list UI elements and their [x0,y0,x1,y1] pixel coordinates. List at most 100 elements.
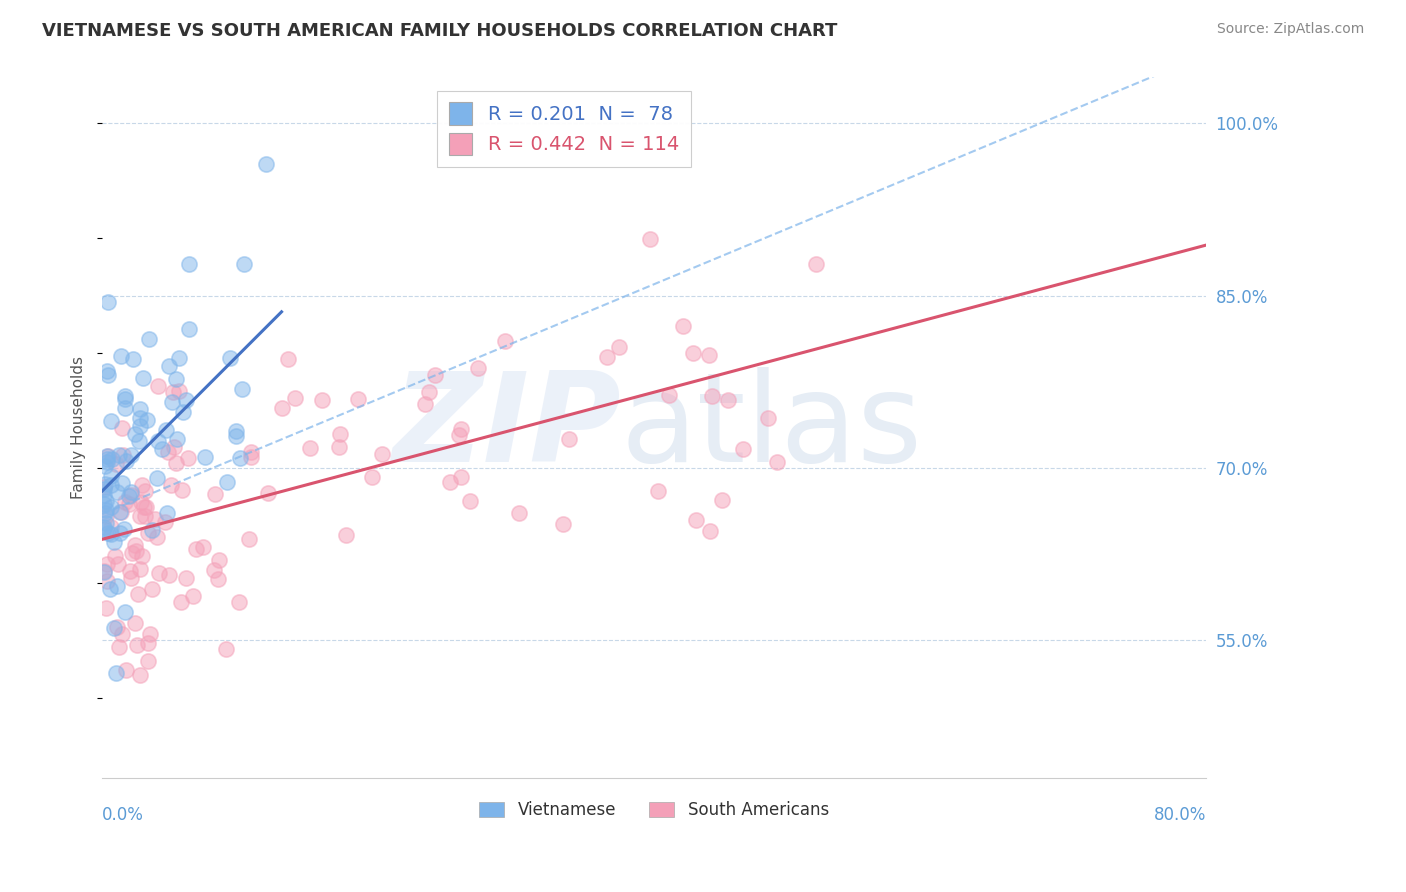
Point [128,668,150,682]
Point [96,493,118,508]
Point [160,395,183,409]
Point [146,531,169,545]
Point [257,486,280,500]
Point [682,346,704,360]
Point [460,494,482,508]
Point [94,458,117,473]
Point [157,567,180,582]
Point [121,546,143,560]
Point [508,506,530,520]
Point [271,401,294,416]
Point [100,520,122,534]
Point [131,495,153,509]
Point [202,563,225,577]
Point [93,497,115,511]
Text: VIETNAMESE VS SOUTH AMERICAN FAMILY HOUSEHOLDS CORRELATION CHART: VIETNAMESE VS SOUTH AMERICAN FAMILY HOUS… [42,22,838,40]
Point [146,471,169,485]
Point [658,388,681,402]
Point [118,488,141,502]
Point [108,505,131,519]
Point [170,595,193,609]
Point [153,515,176,529]
Point [146,434,169,448]
Point [100,414,122,428]
Point [120,571,142,585]
Point [238,532,260,546]
Legend: R = 0.201  N =  78, R = 0.442  N = 114: R = 0.201 N = 78, R = 0.442 N = 114 [437,91,690,167]
Point [120,484,142,499]
Point [240,450,263,465]
Point [423,368,446,382]
Point [225,429,247,443]
Point [167,384,190,398]
Point [114,454,136,468]
Point [105,620,128,634]
Point [118,497,141,511]
Point [229,450,252,465]
Point [139,627,162,641]
Point [110,349,132,363]
Point [105,665,128,680]
Point [100,477,122,491]
Point [110,505,132,519]
Point [717,392,740,407]
Point [165,456,187,470]
Point [100,468,122,483]
Point [114,401,136,415]
Point [97,294,120,309]
Point [96,364,118,378]
Point [141,582,163,597]
Point [231,382,253,396]
Point [100,500,122,515]
Point [299,442,322,456]
Point [114,388,136,402]
Point [138,332,160,346]
Point [111,476,134,491]
Point [125,638,148,652]
Point [129,402,152,417]
Point [179,322,201,336]
Point [710,492,733,507]
Point [494,334,516,348]
Point [131,549,153,563]
Point [96,455,118,469]
Point [731,442,754,456]
Point [804,257,827,271]
Point [120,448,142,462]
Point [114,663,136,677]
Point [177,450,200,465]
Point [107,557,129,571]
Point [371,447,394,461]
Point [174,393,197,408]
Point [208,553,231,567]
Point [110,420,132,434]
Point [450,422,472,436]
Point [129,562,152,576]
Point [108,448,131,462]
Point [449,428,471,442]
Point [129,410,152,425]
Point [240,445,263,459]
Point [165,372,187,386]
Point [96,574,118,588]
Point [155,423,177,437]
Point [141,524,163,538]
Point [125,544,148,558]
Point [156,444,179,458]
Point [166,433,188,447]
Point [174,571,197,585]
Point [228,595,250,609]
Point [128,434,150,448]
Text: Source: ZipAtlas.com: Source: ZipAtlas.com [1216,22,1364,37]
Point [111,626,134,640]
Point [697,348,720,362]
Point [93,520,115,534]
Point [114,522,136,536]
Point [225,424,247,438]
Point [170,483,193,497]
Point [172,405,194,419]
Point [132,370,155,384]
Point [96,452,118,467]
Point [699,524,721,538]
Point [671,318,693,333]
